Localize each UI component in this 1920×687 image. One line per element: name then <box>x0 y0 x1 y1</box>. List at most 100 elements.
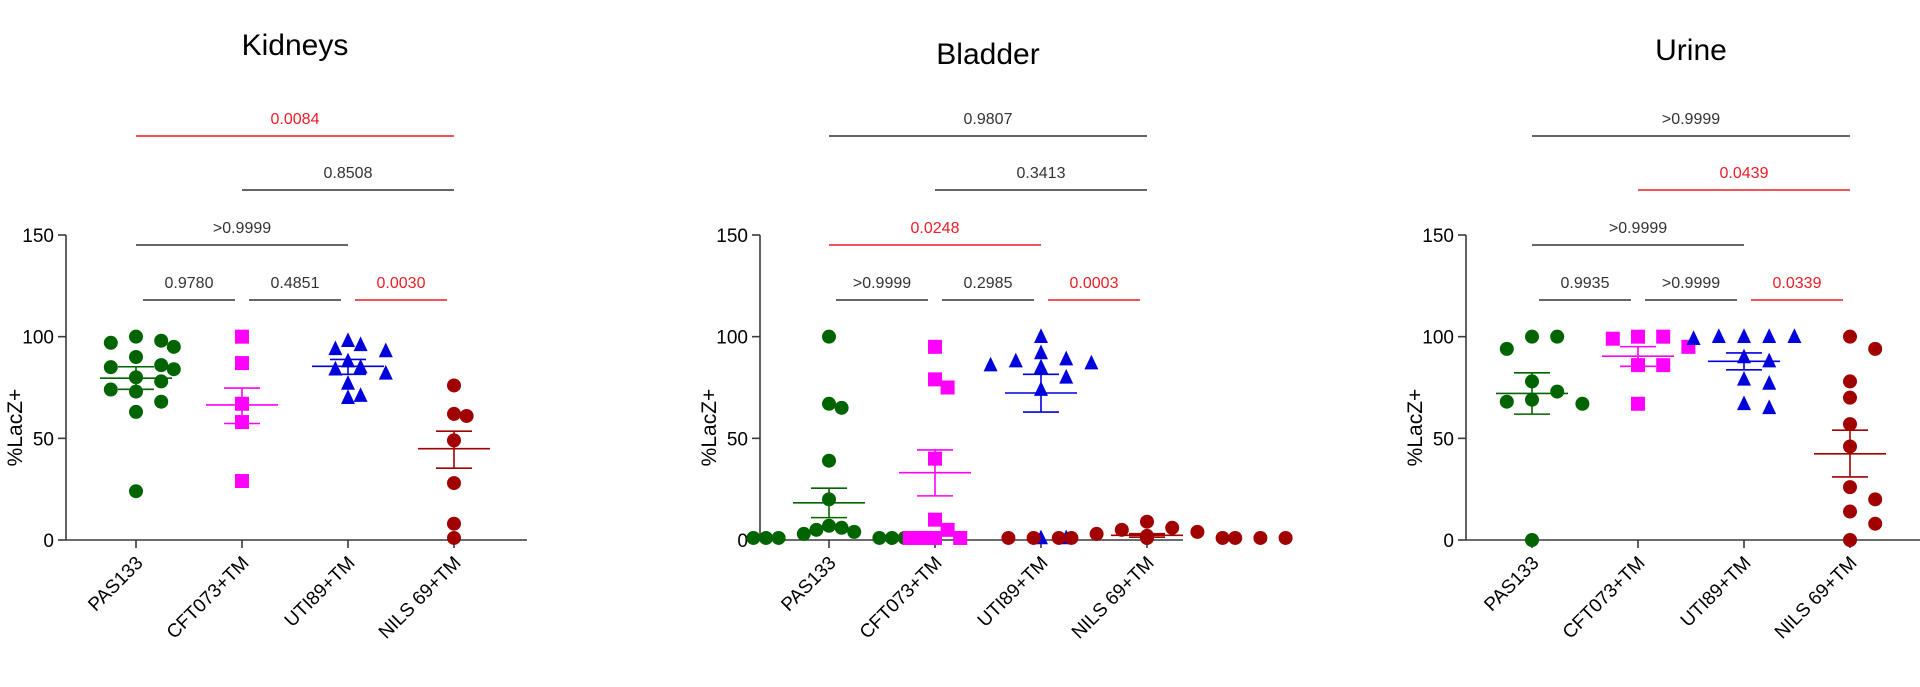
data-point <box>1525 329 1539 344</box>
panel-urine: Urine 0 50 100 150 %LacZ+ PAS133 CFT073+TM UTI89… <box>1404 34 1920 643</box>
data-point <box>1499 394 1514 409</box>
data-point <box>1762 328 1777 343</box>
data-point <box>1253 530 1268 545</box>
data-point <box>983 356 998 372</box>
data-point <box>928 512 942 527</box>
y-tick-label: 50 <box>727 429 748 450</box>
data-point <box>928 339 942 354</box>
x-tick-label: PAS133 <box>777 553 840 616</box>
data-point <box>1843 390 1857 405</box>
comparison-p-value: >0.9999 <box>1662 111 1720 128</box>
series-nils-69-tm <box>1814 329 1886 547</box>
data-point <box>1215 530 1230 545</box>
data-point <box>1843 329 1857 344</box>
comparison-p-value: >0.9999 <box>1609 220 1667 237</box>
panel-title: Urine <box>1655 34 1727 67</box>
data-point <box>1026 530 1041 545</box>
panel-kidneys: Kidneys 0 50 100 150 %LacZ+ PAS133 CFT073+TM UTI… <box>4 29 527 643</box>
x-tick-label: PAS133 <box>1480 553 1543 616</box>
data-point <box>940 522 955 537</box>
x-tick-label: CFT073+TM <box>1559 553 1650 644</box>
data-point <box>1064 530 1079 545</box>
x-tick-label: CFT073+TM <box>163 553 254 644</box>
data-point <box>1605 331 1620 346</box>
data-point <box>822 396 836 411</box>
data-point <box>353 387 368 402</box>
data-point <box>235 356 249 371</box>
series-cft073-tm <box>1602 329 1696 411</box>
data-point <box>235 329 249 344</box>
data-point <box>378 342 393 358</box>
data-point <box>154 333 169 348</box>
comparison-p-value: 0.8508 <box>324 165 373 182</box>
data-point <box>129 350 143 364</box>
x-tick-label: UTI89+TM <box>281 553 360 632</box>
data-point <box>822 518 836 533</box>
series-pas133 <box>746 329 912 545</box>
y-axis-label: %LacZ+ <box>698 389 721 467</box>
data-point <box>902 530 917 545</box>
data-point <box>822 453 836 468</box>
series-uti89-tm <box>983 328 1099 545</box>
x-tick-label: NILS 69+TM <box>375 553 466 644</box>
data-point <box>447 530 461 545</box>
data-point <box>1711 328 1726 343</box>
comparison-p-value: 0.4851 <box>271 275 320 292</box>
data-point <box>1550 384 1565 399</box>
data-point <box>940 380 955 395</box>
y-tick-label: 50 <box>1433 429 1454 450</box>
comparison-p-value: 0.3413 <box>1017 165 1066 182</box>
series-nils-69-tm <box>1001 514 1293 545</box>
data-point <box>103 335 118 350</box>
data-point <box>1656 329 1671 344</box>
series-cft073-tm <box>206 329 278 489</box>
data-point <box>1843 374 1857 389</box>
data-point <box>1762 375 1777 390</box>
y-tick-label: 100 <box>22 328 54 349</box>
data-point <box>378 364 393 380</box>
y-tick-label: 150 <box>716 226 748 247</box>
data-point <box>1762 352 1777 368</box>
data-point <box>353 336 368 352</box>
data-point <box>154 358 169 373</box>
data-point <box>103 360 118 375</box>
data-point <box>1008 352 1023 368</box>
series-pas133 <box>100 329 181 499</box>
data-point <box>1868 516 1883 531</box>
comparison-p-value: >0.9999 <box>213 220 271 237</box>
series-nils-69-tm <box>418 378 490 545</box>
y-axis-label: %LacZ+ <box>4 389 27 467</box>
y-axis-label: %LacZ+ <box>1404 389 1427 467</box>
comparison-p-value: 0.0248 <box>911 220 960 237</box>
data-point <box>759 530 773 545</box>
data-point <box>1787 328 1802 343</box>
data-point <box>447 378 461 393</box>
data-point <box>1843 504 1857 519</box>
data-point <box>1034 344 1048 360</box>
data-point <box>328 340 343 356</box>
data-point <box>1737 370 1751 386</box>
data-point <box>928 530 942 545</box>
data-point <box>885 530 899 545</box>
data-point <box>129 484 143 499</box>
data-point <box>953 530 968 545</box>
x-tick-label: PAS133 <box>84 553 147 616</box>
data-point <box>1686 330 1701 345</box>
data-point <box>928 372 942 387</box>
comparison-p-value: 0.0084 <box>271 111 320 128</box>
data-point <box>1550 329 1565 344</box>
y-tick-label: 0 <box>43 531 54 552</box>
y-tick-label: 0 <box>1443 531 1454 552</box>
data-point <box>129 384 143 399</box>
data-point <box>166 362 181 377</box>
x-tick-label: UTI89+TM <box>1677 553 1756 632</box>
data-point <box>796 526 811 541</box>
data-point <box>1631 329 1645 344</box>
comparison-p-value: 0.9780 <box>165 275 214 292</box>
y-tick-label: 150 <box>1422 226 1454 247</box>
data-point <box>1631 396 1645 411</box>
data-point <box>809 522 824 537</box>
y-tick-label: 100 <box>1422 328 1454 349</box>
data-point <box>1868 341 1883 356</box>
